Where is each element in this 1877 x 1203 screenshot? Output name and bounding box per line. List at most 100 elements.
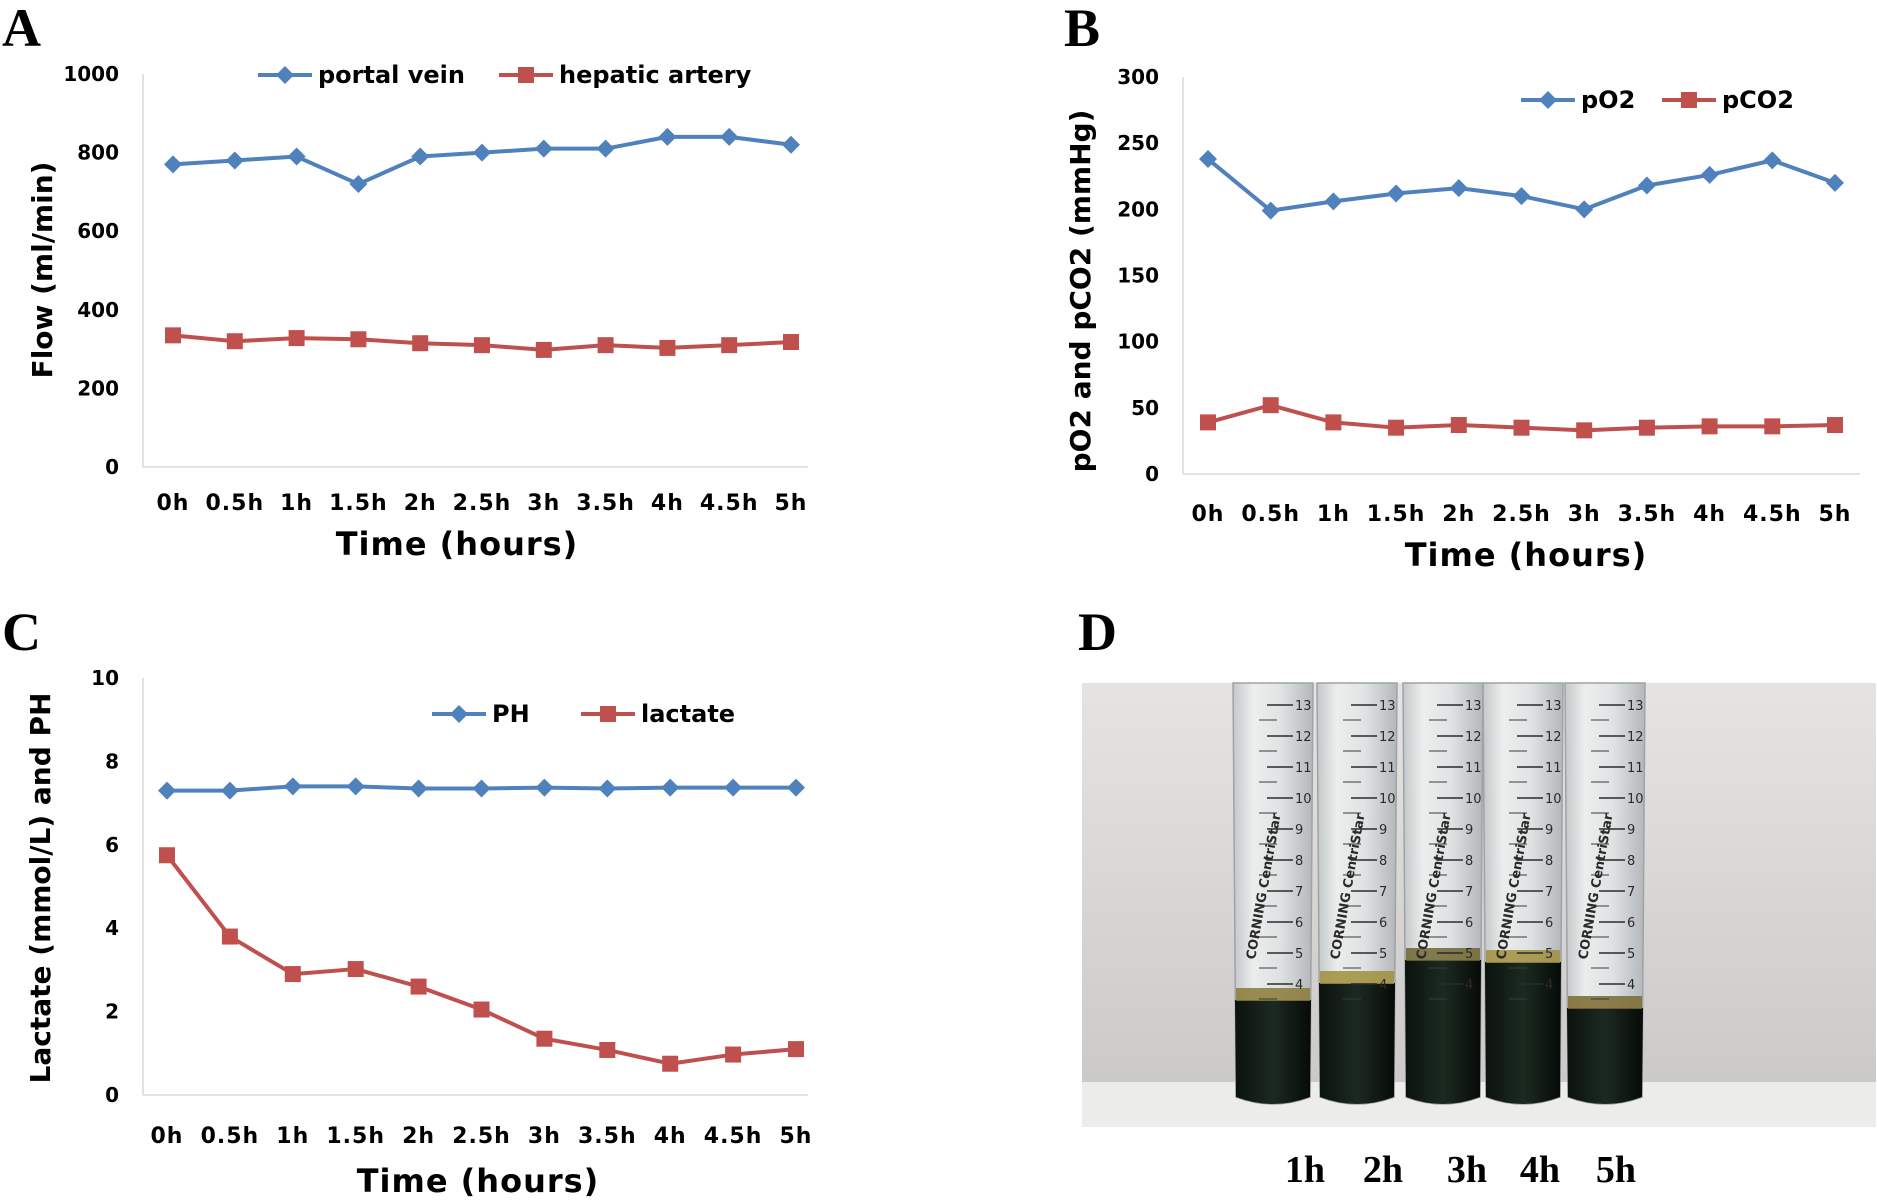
tube-serum-layer: [1320, 971, 1394, 984]
y-tick-label: 0: [1145, 462, 1159, 486]
chart-a-flow: 0 200 400 600 800 1000 0h 0.5h 1h 1.5h 2h 2.5h 3h 3.5…: [26, 61, 808, 563]
data-point: [1701, 418, 1718, 435]
x-axis-title: Time (hours): [336, 525, 579, 563]
graduation-number: 10: [1379, 792, 1396, 807]
x-tick-label: 0h: [151, 1124, 184, 1149]
graduation-number: 7: [1379, 885, 1387, 900]
data-point: [788, 1041, 804, 1058]
data-point: [534, 139, 553, 158]
data-point: [1449, 179, 1468, 198]
graduation-number: 11: [1627, 761, 1644, 776]
legend-swatch-marker: [450, 705, 468, 723]
data-point: [1763, 151, 1782, 170]
data-point: [165, 327, 181, 344]
x-tick-label: 0h: [157, 491, 190, 516]
x-axis-title: Time (hours): [1405, 536, 1648, 574]
data-point: [349, 175, 368, 194]
graduation-number: 4: [1295, 978, 1303, 993]
caption-2h: 2h: [1363, 1149, 1403, 1191]
data-point: [225, 151, 244, 170]
data-point: [1261, 201, 1280, 220]
legend-label: pCO2: [1722, 86, 1794, 114]
series-po2: [1199, 150, 1844, 220]
graduation-number: 6: [1627, 916, 1635, 931]
panel-label-a: A: [2, 0, 41, 58]
data-point: [1325, 414, 1342, 431]
x-tick-label: 1.5h: [326, 1124, 385, 1149]
tube-liquid: [1485, 962, 1561, 1104]
graduation-number: 9: [1379, 823, 1387, 838]
data-point: [599, 1041, 616, 1058]
x-tick-label: 0.5h: [1241, 502, 1300, 527]
x-tick-label: 2.5h: [1492, 502, 1551, 527]
graduation-number: 6: [1295, 916, 1303, 931]
legend-entry: portal vein: [258, 61, 465, 89]
data-point: [1387, 184, 1406, 203]
graduation-number: 13: [1295, 699, 1312, 714]
y-tick-label: 600: [77, 219, 119, 243]
tube-liquid: [1405, 960, 1481, 1104]
x-tick-label: 1.5h: [1367, 502, 1426, 527]
legend-label: portal vein: [318, 61, 465, 89]
x-tick-label: 2h: [404, 491, 437, 516]
data-point: [473, 1001, 490, 1018]
series-line: [165, 854, 797, 1066]
graduation-number: 4: [1379, 978, 1387, 993]
y-tick-label: 1000: [63, 62, 119, 86]
series-pco2: [1200, 397, 1843, 439]
data-point: [472, 779, 491, 798]
data-point: [1262, 397, 1279, 414]
y-tick-label: 50: [1131, 396, 1159, 420]
chart-b-blood-gas: 0 50 100 150 200 250 300 0h 0.5h 1h 1.5h 2h 2.5h 3h 3.…: [1064, 65, 1860, 574]
graduation-number: 8: [1627, 854, 1635, 869]
graduation-number: 9: [1545, 823, 1553, 838]
graduation-number: 13: [1627, 699, 1644, 714]
caption-4h: 4h: [1520, 1149, 1560, 1191]
data-point: [473, 143, 491, 162]
tube-serum-layer: [1236, 988, 1310, 1001]
data-point: [1512, 187, 1531, 206]
y-axis-title: Lactate (mmol/L) and PH: [24, 693, 57, 1084]
data-point: [1200, 414, 1216, 431]
legend-label: pO2: [1581, 86, 1635, 114]
graduation-number: 10: [1465, 792, 1482, 807]
x-tick-label: 4.5h: [704, 1124, 763, 1149]
x-tick-label: 1h: [280, 491, 313, 516]
data-point: [1700, 165, 1719, 184]
y-tick-label: 200: [1117, 197, 1159, 221]
x-tick-label: 3.5h: [578, 1124, 637, 1149]
graduation-number: 13: [1465, 699, 1482, 714]
caption-5h: 5h: [1596, 1149, 1636, 1191]
data-point: [346, 777, 365, 796]
x-tick-label: 0.5h: [201, 1124, 260, 1149]
panel-label-d: D: [1078, 602, 1117, 662]
data-point: [598, 779, 617, 798]
legend-swatch-marker: [1681, 92, 1697, 108]
x-tick-label: 0.5h: [205, 491, 264, 516]
data-point: [725, 1046, 742, 1063]
data-point: [1324, 192, 1343, 211]
data-point: [350, 331, 367, 348]
series-hepatic-artery: [165, 327, 799, 358]
data-point: [658, 127, 677, 146]
legend-label: hepatic artery: [559, 61, 752, 89]
data-point: [159, 847, 175, 864]
x-tick-label: 4.5h: [1743, 502, 1802, 527]
x-tick-label: 2.5h: [453, 491, 512, 516]
legend-swatch-marker: [1539, 91, 1557, 109]
graduation-number: 6: [1465, 916, 1473, 931]
x-tick-label: 2h: [1442, 502, 1475, 527]
series-lactate: [159, 847, 804, 1072]
data-point: [412, 335, 429, 352]
data-point: [535, 341, 552, 358]
data-point: [226, 333, 243, 350]
y-tick-label: 10: [91, 666, 119, 690]
data-point: [782, 135, 800, 154]
data-point: [659, 339, 676, 356]
data-point: [1826, 173, 1844, 192]
